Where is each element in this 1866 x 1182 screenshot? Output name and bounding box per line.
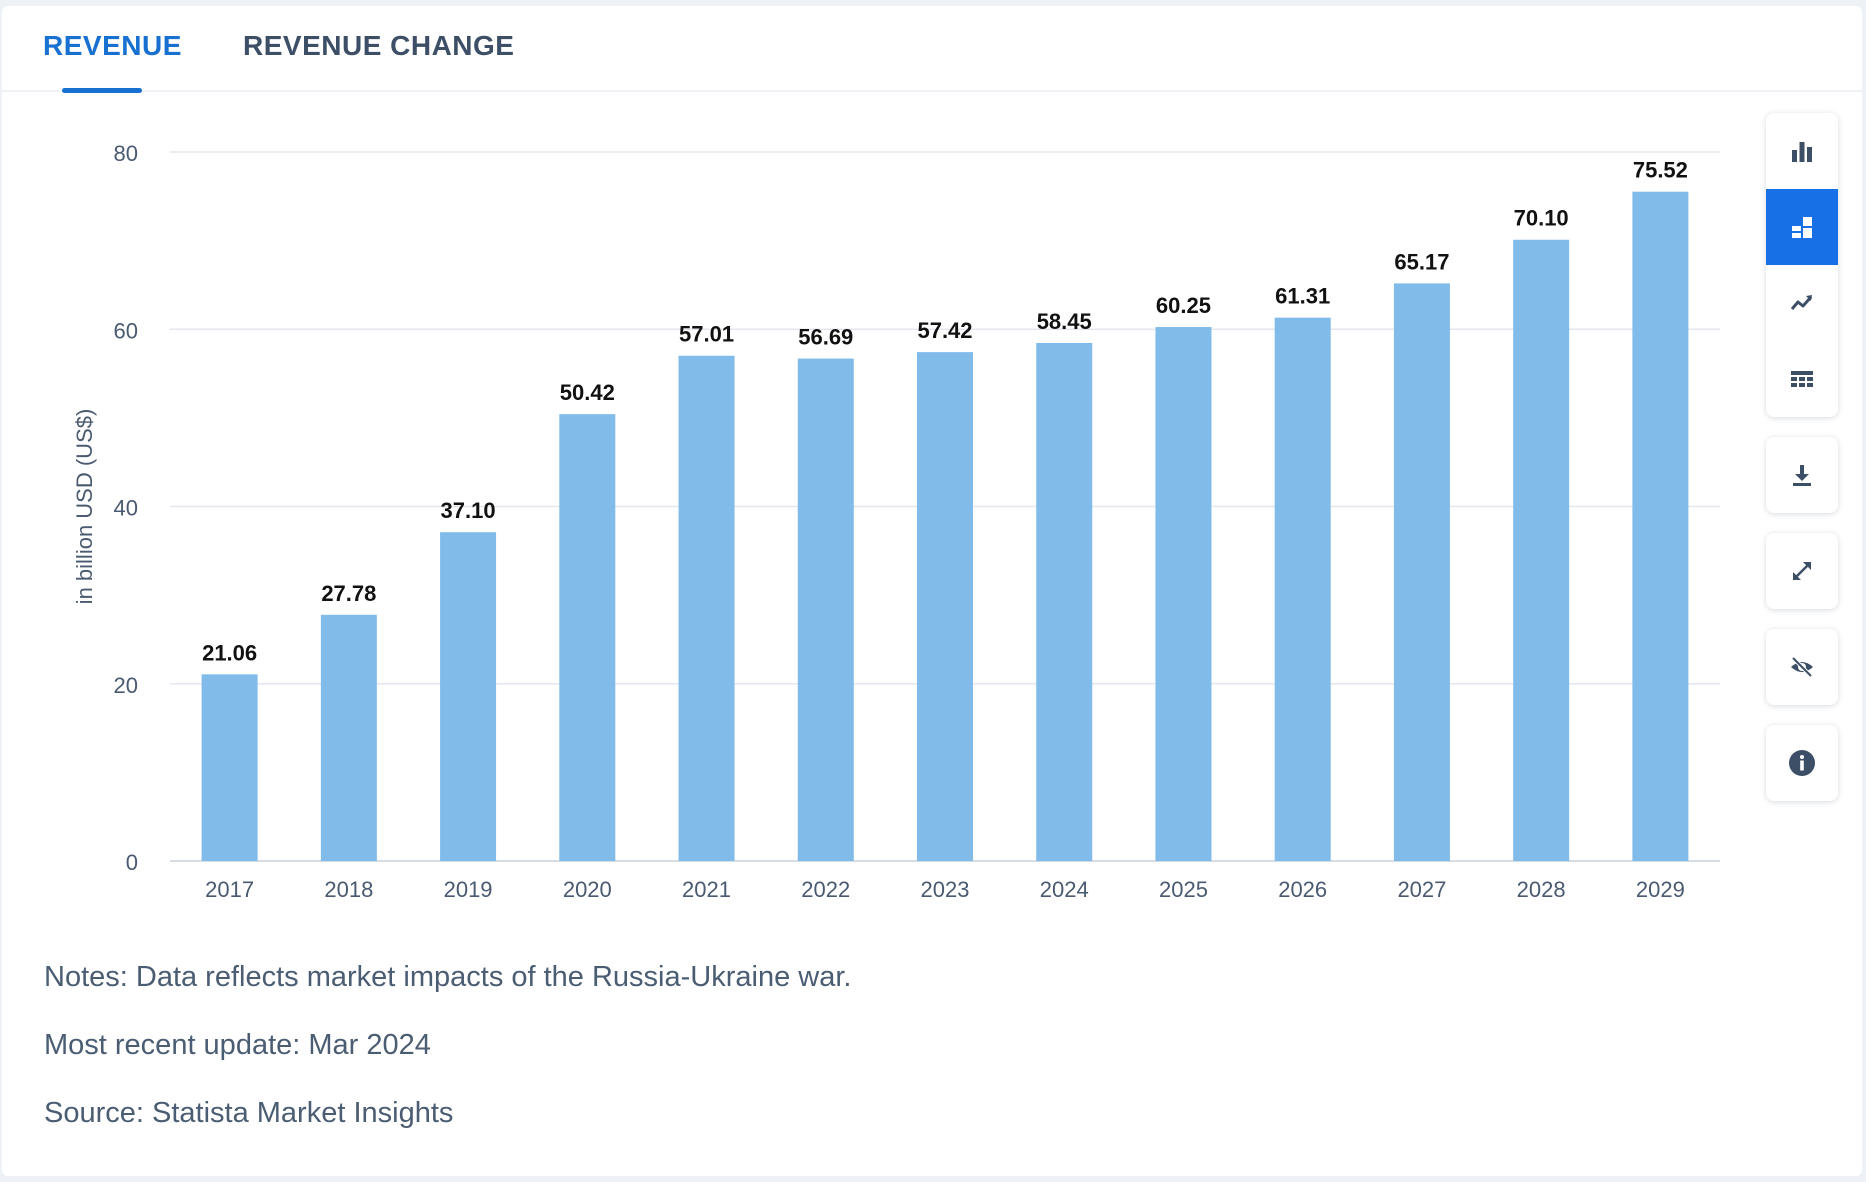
- chart-type-toolbar: [1766, 113, 1838, 417]
- trend-line-icon: [1790, 295, 1813, 310]
- stacked-chart-icon: [1792, 217, 1812, 238]
- download-button[interactable]: [1766, 437, 1838, 513]
- fullscreen-button[interactable]: [1766, 533, 1838, 609]
- download-group: [1766, 437, 1838, 513]
- line-chart-button[interactable]: [1766, 265, 1838, 341]
- table-grid-icon: [1791, 371, 1813, 387]
- hide-button[interactable]: [1766, 629, 1838, 705]
- stacked-chart-button[interactable]: [1766, 189, 1838, 265]
- bar: [797, 358, 854, 861]
- source-label: Source: Statista Market Insights: [44, 1097, 454, 1129]
- expand-icon: [1793, 562, 1811, 580]
- data-label: 57.01: [679, 322, 734, 347]
- x-tick-label: 2027: [1397, 877, 1446, 902]
- tab-bar: REVENUE REVENUE CHANGE: [2, 6, 1862, 93]
- data-label: 56.69: [798, 325, 853, 350]
- bar: [1274, 317, 1331, 861]
- tab-revenue[interactable]: REVENUE: [43, 30, 182, 61]
- x-tick-label: 2022: [801, 877, 850, 902]
- chart-card: REVENUE REVENUE CHANGE 0 20 40 60 80 in billi…: [2, 6, 1862, 1176]
- bar: [1632, 191, 1689, 862]
- data-label: 61.31: [1275, 284, 1330, 309]
- bar-chart-button[interactable]: [1766, 113, 1838, 189]
- chart-note: Notes: Data reflects market impacts of t…: [44, 961, 852, 993]
- x-tick-label: 2019: [444, 877, 493, 902]
- bar: [1036, 342, 1093, 861]
- bar: [1155, 327, 1212, 861]
- x-tick-label: 2018: [324, 877, 373, 902]
- bar: [678, 355, 735, 861]
- y-axis-label: in billion USD (US$): [72, 409, 97, 605]
- x-tick-label: 2023: [921, 877, 970, 902]
- x-tick-label: 2017: [205, 877, 254, 902]
- hide-group: [1766, 629, 1838, 705]
- download-icon: [1793, 465, 1811, 486]
- data-label: 57.42: [917, 318, 972, 343]
- data-label: 70.10: [1514, 206, 1569, 231]
- x-tick-label: 2021: [682, 877, 731, 902]
- bar: [917, 352, 973, 861]
- data-label: 37.10: [441, 498, 496, 523]
- data-label: 21.06: [202, 640, 257, 665]
- bar: [1393, 283, 1450, 861]
- data-label: 50.42: [560, 380, 615, 405]
- data-label: 58.45: [1037, 309, 1092, 334]
- x-tick-label: 2024: [1040, 877, 1089, 902]
- expand-group: [1766, 533, 1838, 609]
- bar: [1513, 239, 1570, 861]
- tab-revenue-change[interactable]: REVENUE CHANGE: [243, 30, 515, 61]
- table-view-button[interactable]: [1766, 341, 1838, 417]
- x-tick-label: 2029: [1636, 877, 1685, 902]
- bar: [559, 414, 616, 861]
- bar-chart-icon: [1792, 142, 1812, 162]
- y-tick-label: 0: [126, 850, 138, 875]
- bar: [320, 614, 377, 861]
- x-tick-label: 2020: [563, 877, 612, 902]
- x-tick-label: 2025: [1159, 877, 1208, 902]
- y-tick-label: 80: [114, 141, 138, 166]
- y-tick-label: 60: [114, 318, 138, 343]
- info-button[interactable]: [1766, 725, 1838, 801]
- info-icon: [1789, 750, 1815, 776]
- bar-chart: 0 20 40 60 80 in billion USD (US$) 21.06 2017 27…: [72, 141, 1720, 902]
- update-date: Most recent update: Mar 2024: [44, 1029, 431, 1061]
- bar: [201, 674, 258, 861]
- bar: [440, 532, 497, 861]
- data-label: 60.25: [1156, 293, 1211, 318]
- hide-eye-icon: [1791, 656, 1813, 678]
- y-tick-label: 40: [114, 496, 138, 521]
- active-tab-indicator: [62, 88, 142, 93]
- x-tick-label: 2026: [1278, 877, 1327, 902]
- data-label: 65.17: [1394, 249, 1449, 274]
- data-label: 27.78: [321, 581, 376, 606]
- info-group: [1766, 725, 1838, 801]
- y-tick-label: 20: [114, 673, 138, 698]
- x-tick-label: 2028: [1517, 877, 1566, 902]
- data-label: 75.52: [1633, 158, 1688, 183]
